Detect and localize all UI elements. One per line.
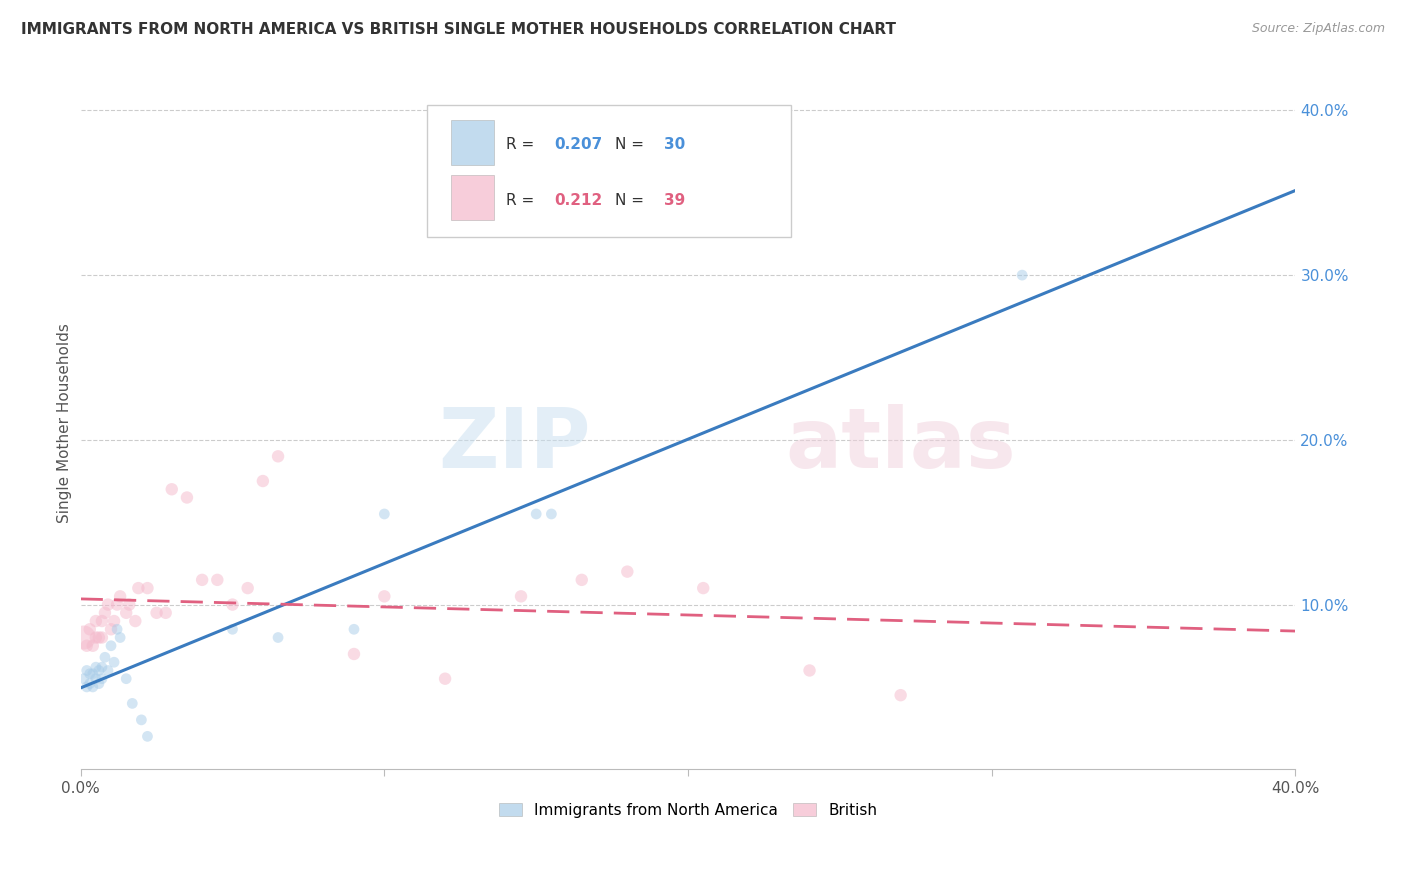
Point (94, 650, 117, 665)
Legend: Immigrants from North America, British: Immigrants from North America, British (492, 797, 883, 824)
Text: 0.212: 0.212 (554, 193, 603, 208)
Point (127, 581, 149, 595)
Point (76, 639, 98, 653)
Point (191, 573, 214, 587)
Point (160, 483, 183, 497)
Point (79, 666, 101, 681)
Point (105, 598, 128, 612)
Point (108, 590, 131, 604)
Text: N =: N = (616, 137, 650, 153)
Point (121, 697, 143, 711)
Point (90, 660, 112, 674)
Point (76, 680, 98, 694)
Point (571, 573, 593, 587)
Point (87, 664, 110, 678)
Point (76, 664, 98, 678)
Point (136, 730, 159, 744)
Text: 0.207: 0.207 (554, 137, 603, 153)
Bar (451, 120, 494, 165)
Point (540, 507, 562, 521)
Point (118, 598, 141, 612)
Point (115, 606, 138, 620)
Point (94, 606, 117, 620)
Point (124, 614, 146, 628)
Text: Source: ZipAtlas.com: Source: ZipAtlas.com (1251, 22, 1385, 36)
Point (155, 606, 177, 620)
Point (100, 622, 122, 636)
Point (103, 655, 125, 669)
Point (97, 664, 120, 678)
Point (524, 507, 547, 521)
Point (73, 672, 96, 686)
Point (616, 565, 638, 579)
Point (79, 622, 101, 636)
Point (105, 622, 128, 636)
Point (90, 672, 112, 686)
Point (79, 676, 101, 690)
Text: N =: N = (616, 193, 650, 208)
Point (82, 639, 104, 653)
Point (267, 631, 290, 645)
Point (90, 631, 112, 645)
Point (236, 581, 259, 595)
Point (84, 614, 107, 628)
Point (145, 606, 167, 620)
Point (373, 507, 395, 521)
Point (131, 713, 153, 727)
Point (87, 631, 110, 645)
Point (434, 672, 457, 686)
Bar (451, 175, 494, 220)
Y-axis label: Single Mother Households: Single Mother Households (58, 324, 72, 524)
Point (1011, 268, 1033, 282)
Text: R =: R = (506, 137, 538, 153)
Point (97, 598, 120, 612)
Point (207, 573, 229, 587)
Point (136, 581, 159, 595)
Text: 30: 30 (664, 137, 685, 153)
Point (84, 672, 107, 686)
Point (221, 622, 243, 636)
Text: IMMIGRANTS FROM NORTH AMERICA VS BRITISH SINGLE MOTHER HOUSEHOLDS CORRELATION CH: IMMIGRANTS FROM NORTH AMERICA VS BRITISH… (21, 22, 896, 37)
Point (100, 639, 122, 653)
Text: R =: R = (506, 193, 538, 208)
Point (252, 474, 274, 488)
Text: 39: 39 (664, 193, 685, 208)
Point (87, 676, 110, 690)
Point (90, 614, 112, 628)
Point (692, 581, 714, 595)
Point (799, 664, 821, 678)
Point (84, 631, 107, 645)
Point (267, 450, 290, 464)
Point (84, 660, 107, 674)
Point (343, 622, 366, 636)
Point (890, 688, 912, 702)
Point (373, 590, 395, 604)
Point (221, 598, 243, 612)
Point (108, 631, 131, 645)
Text: atlas: atlas (785, 403, 1017, 484)
Point (115, 672, 138, 686)
Point (176, 491, 198, 505)
Point (103, 614, 125, 628)
Point (510, 590, 533, 604)
Point (82, 666, 104, 681)
Point (343, 647, 366, 661)
FancyBboxPatch shape (427, 105, 792, 236)
Point (73, 631, 96, 645)
Text: ZIP: ZIP (439, 403, 591, 484)
Point (82, 680, 104, 694)
